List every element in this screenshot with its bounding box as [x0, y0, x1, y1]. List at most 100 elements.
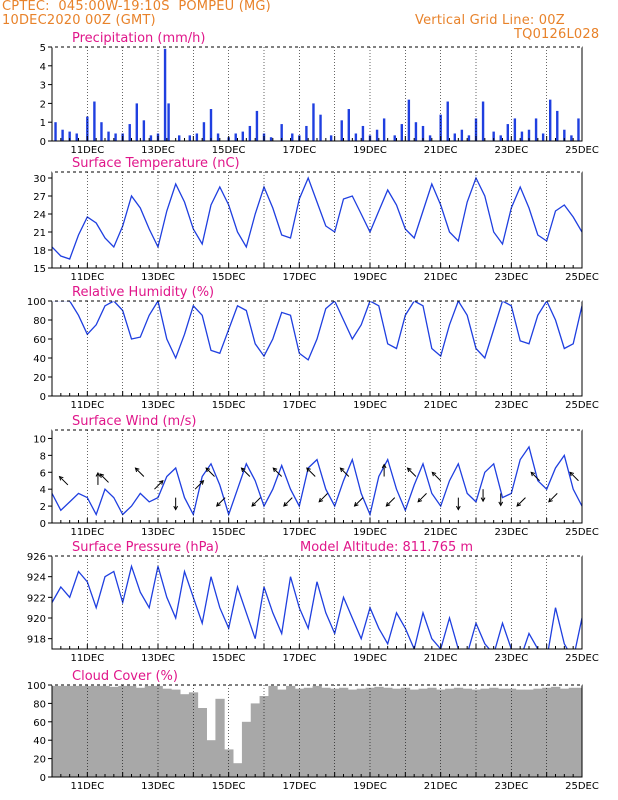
x-date-label: 25DEC [565, 400, 599, 411]
series-point [184, 334, 185, 335]
wind-arrow-head [205, 467, 211, 473]
series-point [272, 338, 273, 339]
x-date-label: 25DEC [565, 653, 599, 664]
panel-2 [48, 300, 583, 397]
cloud-cover-bar [118, 685, 128, 777]
series-point [272, 207, 273, 208]
x-date-label: 19DEC [353, 400, 387, 411]
precip-bar [453, 133, 456, 141]
series-point [272, 612, 273, 613]
x-date-label: 17DEC [282, 653, 316, 664]
precip-bar [541, 133, 545, 141]
cloud-cover-bar [427, 687, 437, 777]
x-date-label: 21DEC [424, 145, 458, 156]
panel-data-1 [52, 176, 582, 260]
panel-title: Surface Pressure (hPa) [72, 540, 219, 555]
series-point [255, 638, 256, 639]
y-tick-label: 18 [33, 246, 46, 257]
series-point [564, 643, 565, 644]
x-date-label: 21DEC [424, 653, 458, 664]
series-point [378, 305, 379, 306]
series-point [290, 576, 291, 577]
panel-data-3 [52, 445, 582, 517]
series-point [60, 255, 61, 256]
y-tick-label: 922 [27, 593, 46, 604]
series-point [387, 643, 388, 644]
x-date-label: 23DEC [494, 272, 528, 283]
cloud-cover-bar [197, 708, 207, 777]
x-date-label: 19DEC [353, 653, 387, 664]
wind-arrow [530, 471, 540, 482]
series-point [237, 489, 238, 490]
wind-arrow-head [318, 497, 324, 503]
x-date-label: 15DEC [212, 400, 246, 411]
series-point [290, 489, 291, 490]
cloud-cover-bar [480, 688, 490, 777]
series-point [219, 484, 220, 485]
y-tick-label: 8 [40, 451, 46, 462]
series-point [175, 617, 176, 618]
cloud-cover-bar [241, 721, 252, 777]
series-point [396, 348, 397, 349]
x-date-label: 13DEC [141, 781, 175, 792]
y-tick-label: 0 [40, 392, 46, 403]
precip-bar [446, 101, 449, 141]
series-point [202, 623, 203, 624]
series-point [210, 204, 211, 205]
cloud-cover-bar [409, 689, 419, 777]
x-date-label: 23DEC [494, 527, 528, 538]
series-point [484, 643, 485, 644]
series-point [166, 597, 167, 598]
series-point [528, 343, 529, 344]
x-date-label: 21DEC [424, 400, 458, 411]
series-point [414, 484, 415, 485]
cloud-cover-bar [277, 689, 287, 777]
cloud-cover-bar [294, 688, 305, 777]
y-tick-label: 3 [40, 81, 46, 92]
wind-arrow-head [173, 505, 179, 511]
series-point [87, 581, 88, 582]
y-tick-label: 40 [33, 354, 46, 365]
panel-subtitle: Model Altitude: 811.765 m [300, 540, 473, 555]
series-point [308, 359, 309, 360]
y-tick-label: 15 [33, 264, 46, 275]
series-point [387, 189, 388, 190]
x-date-label: 15DEC [212, 527, 246, 538]
wind-arrow-head [569, 471, 575, 477]
series-point [175, 467, 176, 468]
series-point [361, 213, 362, 214]
x-date-label: 19DEC [353, 145, 387, 156]
wind-arrow [251, 497, 261, 507]
wind-arrow [569, 471, 579, 482]
x-date-label: 15DEC [212, 272, 246, 283]
series-line-4 [52, 563, 582, 649]
series-point [69, 501, 70, 502]
cloud-cover-bar [82, 685, 93, 777]
series-point [546, 489, 547, 490]
series-point [316, 581, 317, 582]
wind-arrow [318, 493, 328, 503]
cloud-cover-bar [330, 688, 340, 777]
wind-arrow-head [306, 467, 311, 473]
y-tick-label: 0 [40, 137, 46, 148]
wind-arrow-head [134, 467, 140, 473]
cloud-cover-bar [506, 688, 517, 777]
precip-bar [361, 125, 365, 141]
series-point [149, 315, 150, 316]
wind-arrow-head [530, 471, 536, 477]
series-point [537, 315, 538, 316]
precip-bar [248, 125, 252, 141]
cloud-cover-bar [568, 687, 578, 777]
wind-arrow [283, 497, 293, 507]
series-point [104, 305, 105, 306]
cloud-cover-bar [515, 689, 525, 777]
y-tick-label: 2 [40, 502, 46, 513]
series-point [528, 207, 529, 208]
wind-arrow [516, 497, 526, 507]
x-date-label: 23DEC [494, 781, 528, 792]
precip-bar [75, 133, 78, 141]
series-point [184, 201, 185, 202]
series-point [325, 308, 326, 309]
series-point [87, 497, 88, 498]
wind-arrow-head [339, 467, 345, 473]
